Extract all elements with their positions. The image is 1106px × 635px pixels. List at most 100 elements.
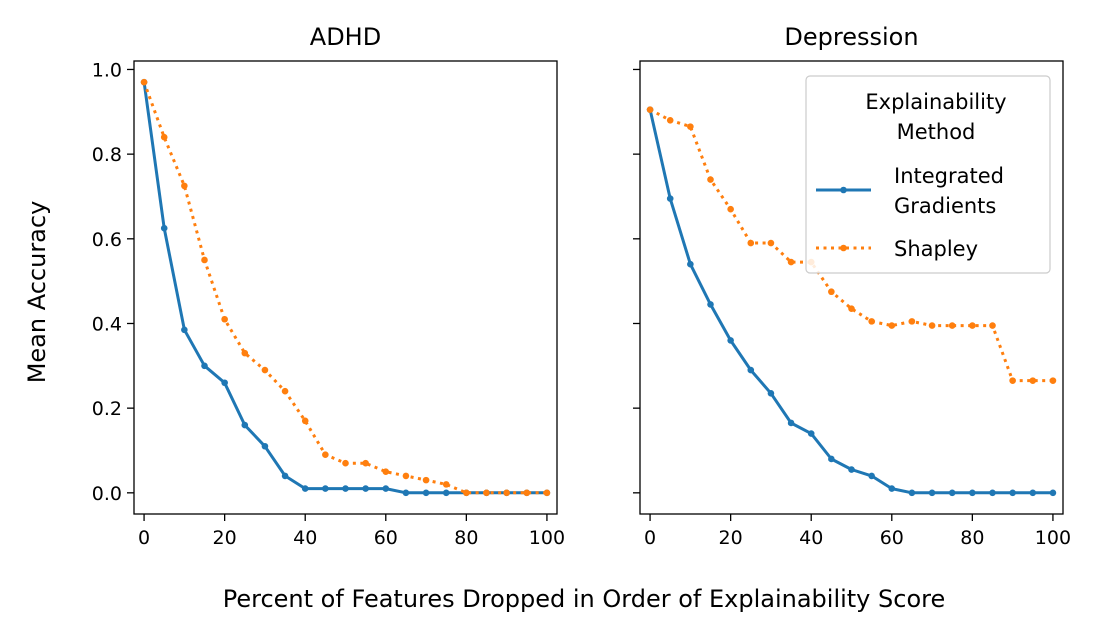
x-tick-label: 80: [960, 527, 984, 549]
data-point: [362, 485, 369, 492]
legend-title: Explainability Method: [865, 90, 1006, 144]
data-point: [241, 421, 249, 429]
data-point: [666, 116, 674, 124]
data-point: [747, 239, 755, 247]
data-point: [787, 419, 795, 427]
data-point: [888, 322, 896, 329]
data-point: [787, 258, 795, 266]
data-point: [201, 256, 208, 264]
x-tick-label: 60: [374, 527, 398, 549]
data-point: [322, 485, 329, 492]
x-tick-label: 0: [138, 527, 150, 549]
x-tick-label: 80: [454, 527, 478, 549]
x-tick-label: 20: [213, 527, 237, 549]
data-point: [767, 239, 775, 247]
data-point: [969, 489, 976, 497]
plot-frame: [133, 60, 558, 515]
y-axis-title: Mean Accuracy: [23, 201, 51, 384]
data-point: [322, 451, 329, 459]
x-tick-label: 100: [529, 527, 565, 549]
data-point: [666, 195, 674, 202]
data-point: [140, 78, 148, 86]
data-point: [747, 366, 755, 374]
data-point: [828, 288, 835, 296]
data-point: [442, 481, 450, 488]
data-point: [301, 485, 309, 492]
data-point: [523, 489, 531, 497]
data-point: [727, 205, 734, 213]
data-point: [422, 489, 430, 497]
data-point: [402, 472, 410, 480]
data-point: [261, 442, 269, 450]
data-point: [928, 322, 936, 329]
y-tick-label: 1.0: [92, 59, 122, 81]
data-point: [1029, 489, 1037, 497]
legend-box: [805, 75, 1051, 274]
data-point: [382, 485, 390, 492]
series-line: [142, 81, 547, 495]
data-point: [928, 489, 936, 497]
data-point: [382, 468, 390, 475]
x-tick-label: 40: [293, 527, 317, 549]
data-point: [281, 472, 289, 480]
legend-swatch-marker: [840, 244, 847, 252]
data-point: [362, 459, 369, 467]
x-axis-title: Percent of Features Dropped in Order of …: [223, 585, 945, 613]
data-point: [868, 318, 875, 325]
panel-title: ADHD: [310, 23, 381, 51]
data-point: [221, 315, 228, 323]
data-point: [422, 476, 430, 484]
y-tick-label: 0.2: [92, 398, 122, 420]
data-point: [908, 489, 916, 497]
data-point: [707, 301, 714, 308]
data-point: [646, 106, 654, 113]
legend-label: Shapley: [894, 237, 978, 261]
data-point: [868, 472, 875, 480]
data-point: [828, 455, 835, 463]
data-point: [989, 322, 996, 329]
data-point: [442, 489, 450, 497]
panel-title: Depression: [784, 23, 918, 51]
data-point: [503, 489, 510, 497]
legend-label: Integrated Gradients: [894, 164, 1004, 218]
y-tick-label: 0.6: [92, 229, 122, 251]
data-point: [181, 326, 188, 334]
data-point: [948, 322, 956, 329]
data-point: [807, 430, 815, 437]
data-point: [969, 322, 976, 329]
x-tick-label: 100: [1035, 527, 1071, 549]
data-point: [181, 182, 188, 190]
data-point: [848, 466, 855, 473]
data-point: [201, 362, 208, 370]
x-tick-label: 60: [880, 527, 904, 549]
data-point: [707, 176, 714, 183]
data-point: [767, 390, 775, 397]
data-point: [261, 366, 269, 374]
y-tick-label: 0.0: [92, 483, 122, 505]
adhd-panel: ADHD 0 20 40 60 80 100 0.0 0.2 0.4 0.6 0.8 1.0: [92, 23, 565, 549]
data-point: [848, 305, 855, 312]
x-tick-label: 20: [719, 527, 743, 549]
legend-swatch-marker: [840, 186, 847, 194]
data-point: [687, 260, 694, 268]
data-point: [727, 337, 734, 344]
data-point: [342, 485, 349, 492]
data-point: [888, 485, 896, 492]
data-point: [281, 387, 289, 395]
data-point: [241, 349, 249, 357]
data-point: [463, 489, 470, 497]
x-tick-label: 0: [644, 527, 656, 549]
data-point: [160, 133, 168, 141]
data-point: [160, 224, 168, 232]
series-line: [142, 81, 547, 495]
data-point: [543, 489, 551, 497]
data-point: [1009, 489, 1016, 497]
data-point: [342, 459, 349, 467]
data-point: [221, 379, 228, 387]
x-tick-label: 40: [799, 527, 823, 549]
data-point: [1009, 377, 1016, 384]
data-point: [1029, 377, 1037, 384]
legend: Explainability Method Integrated Gradients S…: [805, 75, 1051, 274]
plot-frame: [639, 60, 1064, 515]
data-point: [687, 123, 694, 130]
